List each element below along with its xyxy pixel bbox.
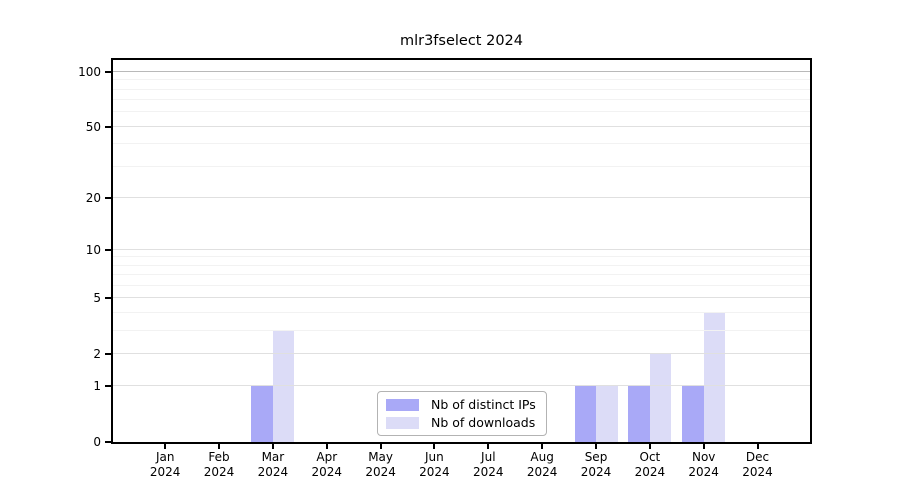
x-tick-mar xyxy=(271,444,274,449)
y-tick-10 xyxy=(105,248,111,251)
x-tick-label-nov: Nov 2024 xyxy=(688,450,719,479)
x-tick-label-jul: Jul 2024 xyxy=(473,450,504,479)
y-tick-2 xyxy=(105,352,111,355)
x-tick-sep xyxy=(595,444,597,449)
gridline-major-20 xyxy=(113,196,810,198)
legend: Nb of distinct IPs Nb of downloads xyxy=(377,391,547,436)
legend-item-downloads: Nb of downloads xyxy=(386,415,536,430)
y-tick-label-1: 1 xyxy=(93,379,101,394)
gridline-minor-6 xyxy=(113,285,810,286)
x-tick-jan xyxy=(164,444,167,449)
gridline-major-50 xyxy=(113,125,810,127)
bar-distinct-ips-oct xyxy=(628,386,650,442)
gridline-minor-60 xyxy=(113,111,810,113)
bar-distinct-ips-nov xyxy=(682,386,704,442)
y-tick-label-2: 2 xyxy=(93,346,101,361)
x-tick-nov xyxy=(702,444,705,449)
x-tick-label-apr: Apr 2024 xyxy=(311,450,343,479)
y-tick-label-10: 10 xyxy=(85,242,101,257)
x-tick-apr xyxy=(325,444,328,449)
gridline-minor-40 xyxy=(113,143,810,145)
x-tick-aug xyxy=(541,444,544,449)
y-tick-label-0: 0 xyxy=(93,435,101,449)
y-tick-label-5: 5 xyxy=(93,291,101,306)
bar-distinct-ips-mar xyxy=(251,386,273,442)
x-tick-may xyxy=(379,444,382,449)
x-tick-label-sep: Sep 2024 xyxy=(580,450,612,479)
legend-label-distinct-ips: Nb of distinct IPs xyxy=(431,397,536,412)
gridline-minor-70 xyxy=(113,99,810,101)
x-tick-feb xyxy=(218,444,220,449)
gridline-minor-7 xyxy=(113,274,810,276)
legend-item-distinct-ips: Nb of distinct IPs xyxy=(386,397,536,412)
y-tick-20 xyxy=(105,196,111,199)
legend-swatch-downloads xyxy=(386,416,419,429)
x-tick-label-jun: Jun 2024 xyxy=(419,450,450,479)
x-tick-label-may: May 2024 xyxy=(365,450,396,479)
gridline-major-1 xyxy=(113,385,810,387)
y-tick-0 xyxy=(105,441,111,443)
bar-downloads-nov xyxy=(703,313,726,442)
gridline-minor-3 xyxy=(113,329,810,331)
bar-downloads-sep xyxy=(596,386,618,442)
gridline-minor-4 xyxy=(113,312,810,313)
bar-downloads-oct xyxy=(649,353,672,442)
y-tick-1 xyxy=(105,385,111,388)
legend-swatch-distinct-ips xyxy=(386,398,419,411)
x-tick-jun xyxy=(433,444,436,449)
x-tick-label-feb: Feb 2024 xyxy=(203,450,235,479)
gridline-minor-8 xyxy=(113,264,810,266)
gridline-major-2 xyxy=(113,352,810,354)
gridline-major-10 xyxy=(113,248,810,250)
x-tick-label-dec: Dec 2024 xyxy=(742,450,773,479)
x-tick-label-oct: Oct 2024 xyxy=(634,450,666,479)
y-tick-50 xyxy=(105,125,111,128)
x-tick-label-mar: Mar 2024 xyxy=(257,450,289,479)
y-tick-100 xyxy=(105,71,111,73)
x-tick-oct xyxy=(648,444,651,449)
gridline-minor-9 xyxy=(113,256,810,258)
x-tick-label-jan: Jan 2024 xyxy=(149,450,181,479)
gridline-major-5 xyxy=(113,297,810,299)
legend-label-downloads: Nb of downloads xyxy=(431,415,536,430)
gridline-minor-30 xyxy=(113,165,810,167)
x-tick-jul xyxy=(487,444,490,449)
y-tick-label-20: 20 xyxy=(85,190,101,205)
chart-title: mlr3fselect 2024 xyxy=(399,33,524,49)
plot-area xyxy=(111,58,812,444)
bar-downloads-mar xyxy=(272,330,295,442)
gridline-major-100 xyxy=(113,71,810,72)
x-tick-dec xyxy=(756,444,759,449)
bar-distinct-ips-sep xyxy=(574,386,596,442)
gridline-minor-80 xyxy=(113,88,810,90)
y-tick-label-50: 50 xyxy=(85,119,101,134)
gridline-minor-90 xyxy=(113,79,810,81)
x-tick-label-aug: Aug 2024 xyxy=(526,450,558,479)
y-tick-label-100: 100 xyxy=(78,65,101,79)
y-tick-5 xyxy=(105,297,111,300)
